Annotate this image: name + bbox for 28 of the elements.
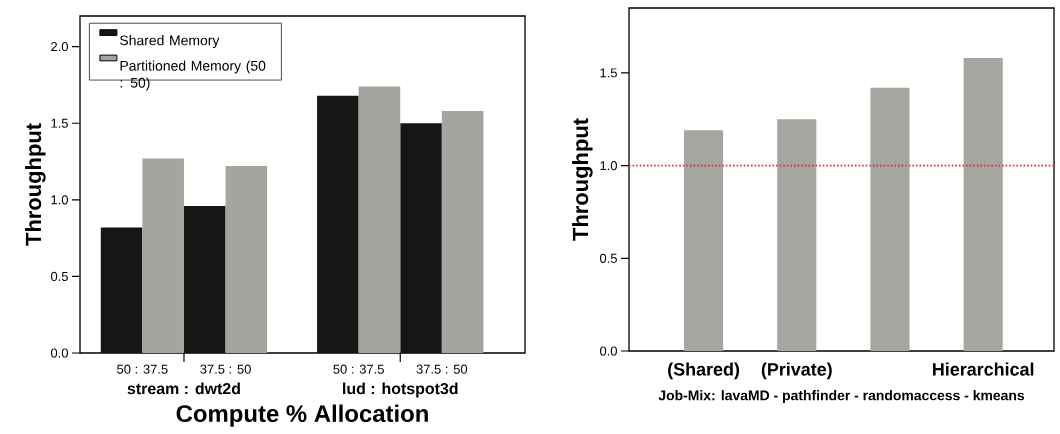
y-tick-label: 1.0 bbox=[51, 195, 68, 205]
bar bbox=[684, 130, 724, 351]
legend-label: Shared Memory bbox=[120, 35, 220, 49]
y-tick-label: 0.5 bbox=[599, 253, 617, 263]
y-tick-label: 0.0 bbox=[50, 348, 68, 358]
y-tick-label: 0.5 bbox=[50, 271, 68, 281]
bar bbox=[963, 58, 1003, 351]
y-tick-label: 1.0 bbox=[600, 161, 617, 171]
y-axis-title: Throughput bbox=[25, 123, 46, 246]
x-tick-label: 37.5 : 50 bbox=[416, 364, 468, 374]
x-tick-label: 50 : 37.5 bbox=[117, 364, 168, 374]
x-tick-label: (Shared) bbox=[668, 362, 740, 380]
bar bbox=[870, 87, 910, 351]
x-tick-label: 50 : 37.5 bbox=[333, 364, 384, 374]
x-tick-label: 37.5 : 50 bbox=[200, 364, 251, 374]
x-axis-title: Job-Mix: lavaMD - pathfinder - randomaccess - kmeans bbox=[658, 390, 1025, 404]
bar bbox=[777, 119, 817, 351]
text: stream : dwt2d bbox=[127, 382, 240, 395]
y-tick-label: 0.0 bbox=[599, 346, 617, 356]
text: lud : hotspot3d bbox=[343, 382, 458, 398]
x-tick-label: (Private) bbox=[761, 362, 832, 380]
y-tick-label: 1.5 bbox=[51, 118, 68, 128]
y-axis-title: Throughput bbox=[572, 118, 593, 241]
y-tick-label: 2.0 bbox=[51, 42, 68, 52]
x-axis-title: Compute % Allocation bbox=[176, 404, 428, 427]
x-tick-label: Hierarchical bbox=[933, 362, 1034, 376]
legend-label: Partitioned Memory (50 : 50) bbox=[120, 60, 266, 91]
y-tick-label: 1.5 bbox=[600, 68, 617, 78]
